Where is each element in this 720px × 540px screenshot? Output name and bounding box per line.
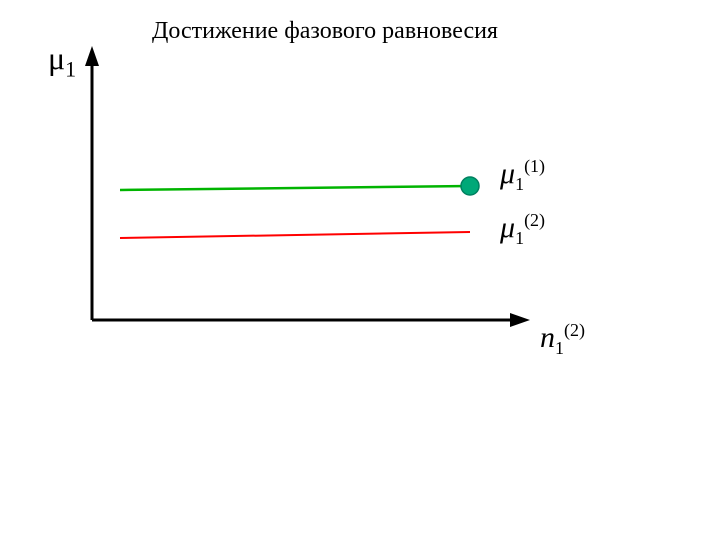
series1-sub: 1 [515,174,524,194]
series-mu1-phase1-line [120,186,470,190]
series1-sup: (1) [524,156,545,176]
series-mu1-phase1-marker [461,177,479,195]
series2-symbol: μ [500,211,515,244]
series-mu1-phase2-line [120,232,470,238]
x-axis-sup: (2) [564,320,585,340]
x-axis-symbol: n [540,321,555,354]
plot-svg [0,0,720,540]
series2-sub: 1 [515,228,524,248]
x-axis-label: n1(2) [540,320,585,359]
series-label-phase1: μ1(1) [500,156,545,195]
y-axis-arrow [85,46,99,66]
x-axis-sub: 1 [555,338,564,358]
x-axis-arrow [510,313,530,327]
series-label-phase2: μ1(2) [500,210,545,249]
series2-sup: (2) [524,210,545,230]
series1-symbol: μ [500,157,515,190]
